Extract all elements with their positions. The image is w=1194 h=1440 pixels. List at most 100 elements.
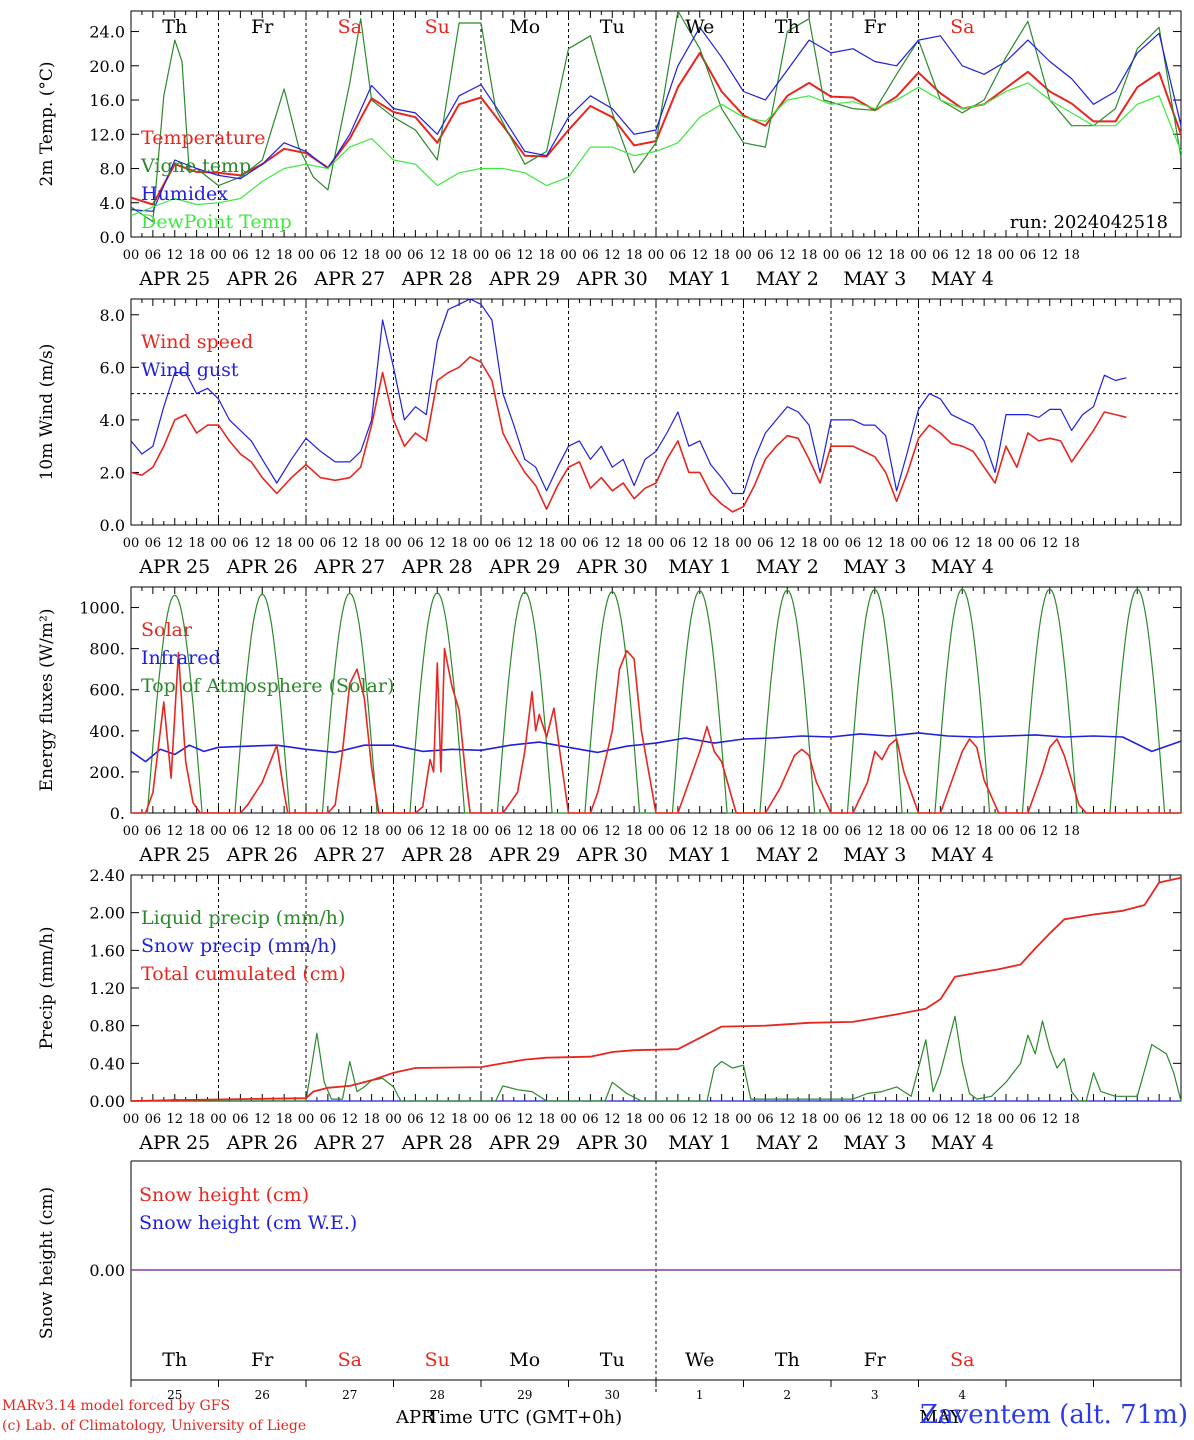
hour-tick-label: 18 — [888, 824, 905, 839]
hour-tick-label: 00 — [123, 536, 140, 551]
weekday-label: Fr — [251, 1349, 274, 1371]
weekday-label: Fr — [864, 16, 887, 38]
hour-tick-label: 06 — [670, 248, 687, 263]
y-tick-label: 0.0 — [100, 228, 125, 247]
day-tick-label: MAY 4 — [931, 268, 994, 290]
hour-tick-label: 06 — [495, 1112, 512, 1127]
hour-tick-label: 00 — [123, 824, 140, 839]
hour-tick-label: 06 — [1020, 824, 1037, 839]
hour-tick-label: 06 — [1020, 248, 1037, 263]
hour-tick-label: 06 — [232, 1112, 249, 1127]
weekday-label: Th — [162, 16, 187, 38]
day-tick-label: MAY 4 — [931, 844, 994, 866]
day-number-label: 2 — [783, 1388, 791, 1402]
weekday-label: We — [685, 1349, 714, 1371]
hour-tick-label: 18 — [976, 536, 993, 551]
legend-entry: Top of Atmosphere (Solar) — [141, 675, 394, 697]
hour-tick-label: 06 — [232, 536, 249, 551]
hour-tick-label: 00 — [648, 1112, 665, 1127]
legend-entry: Temperature — [141, 127, 265, 149]
hour-tick-label: 12 — [166, 248, 183, 263]
day-tick-label: APR 25 — [138, 268, 210, 290]
hour-tick-label: 12 — [1041, 248, 1058, 263]
day-tick-label: APR 27 — [313, 556, 385, 578]
y-axis-label: 10m Wind (m/s) — [37, 344, 57, 481]
hour-tick-label: 12 — [341, 248, 358, 263]
legend-entry: DewPoint Temp — [141, 211, 292, 233]
hour-tick-label: 06 — [757, 248, 774, 263]
hour-tick-label: 00 — [998, 248, 1015, 263]
day-tick-label: MAY 4 — [931, 556, 994, 578]
weekday-label: Sa — [338, 16, 362, 38]
hour-tick-label: 00 — [560, 536, 577, 551]
series-liquid-precip — [131, 1015, 1182, 1102]
hour-tick-label: 12 — [254, 536, 271, 551]
day-tick-label: APR 25 — [138, 844, 210, 866]
series-dewpoint-temp — [130, 82, 1182, 217]
hour-tick-label: 18 — [363, 1112, 380, 1127]
day-tick-label: APR 27 — [313, 1132, 385, 1154]
hour-tick-label: 12 — [516, 536, 533, 551]
weekday-label: Th — [162, 1349, 187, 1371]
legend-entry: Total cumulated (cm) — [141, 963, 346, 985]
hour-tick-label: 12 — [166, 536, 183, 551]
x-axis-label: Time UTC (GMT+0h) — [427, 1407, 622, 1428]
day-number-label: 3 — [871, 1388, 879, 1402]
hour-tick-label: 18 — [1063, 536, 1080, 551]
credit-line-1: MARv3.14 model forced by GFS — [2, 1398, 231, 1414]
hour-tick-label: 06 — [145, 536, 162, 551]
hour-tick-label: 18 — [538, 536, 555, 551]
hour-tick-label: 12 — [166, 1112, 183, 1127]
hour-tick-label: 12 — [604, 1112, 621, 1127]
hour-tick-label: 18 — [276, 824, 293, 839]
hour-tick-label: 06 — [670, 824, 687, 839]
hour-tick-label: 12 — [691, 536, 708, 551]
hour-tick-label: 06 — [407, 824, 424, 839]
hour-tick-label: 12 — [954, 248, 971, 263]
hour-tick-label: 18 — [713, 824, 730, 839]
day-tick-label: APR 28 — [401, 556, 473, 578]
hour-tick-label: 18 — [888, 248, 905, 263]
hour-tick-label: 00 — [385, 248, 402, 263]
hour-tick-label: 12 — [429, 824, 446, 839]
hour-tick-label: 18 — [363, 824, 380, 839]
y-tick-label: 1000. — [79, 599, 125, 618]
y-tick-label: 2.0 — [100, 463, 125, 482]
day-tick-label: APR 29 — [488, 844, 560, 866]
hour-tick-label: 06 — [757, 1112, 774, 1127]
hour-tick-label: 00 — [823, 536, 840, 551]
hour-tick-label: 06 — [145, 1112, 162, 1127]
hour-tick-label: 00 — [910, 824, 927, 839]
weekday-label: Th — [775, 1349, 800, 1371]
y-axis-label: Energy fluxes (W/m²) — [37, 609, 57, 792]
hour-tick-label: 18 — [976, 824, 993, 839]
hour-tick-label: 06 — [845, 536, 862, 551]
series-total-cumulated — [130, 876, 1182, 1102]
weekday-label: Su — [425, 1349, 450, 1371]
y-tick-label: 0.0 — [100, 516, 125, 535]
hour-tick-label: 00 — [648, 824, 665, 839]
hour-tick-label: 06 — [145, 824, 162, 839]
day-tick-label: APR 25 — [138, 1132, 210, 1154]
hour-tick-label: 12 — [516, 248, 533, 263]
hour-tick-label: 06 — [320, 536, 337, 551]
hour-tick-label: 18 — [976, 1112, 993, 1127]
day-tick-label: MAY 4 — [931, 1132, 994, 1154]
hour-tick-label: 06 — [320, 1112, 337, 1127]
credit-line-2: (c) Lab. of Climatology, University of L… — [2, 1418, 307, 1434]
hour-tick-label: 00 — [473, 1112, 490, 1127]
day-tick-label: APR 27 — [313, 844, 385, 866]
hour-tick-label: 00 — [910, 536, 927, 551]
hour-tick-label: 12 — [691, 824, 708, 839]
hour-tick-label: 06 — [407, 248, 424, 263]
hour-tick-label: 18 — [538, 1112, 555, 1127]
y-tick-label: 0.80 — [89, 1017, 125, 1036]
hour-tick-label: 00 — [735, 1112, 752, 1127]
hour-tick-label: 06 — [582, 536, 599, 551]
hour-tick-label: 18 — [1063, 1112, 1080, 1127]
hour-tick-label: 00 — [910, 1112, 927, 1127]
hour-tick-label: 00 — [648, 248, 665, 263]
hour-tick-label: 12 — [604, 824, 621, 839]
y-tick-label: 0. — [110, 804, 125, 823]
day-tick-label: APR 26 — [226, 556, 298, 578]
